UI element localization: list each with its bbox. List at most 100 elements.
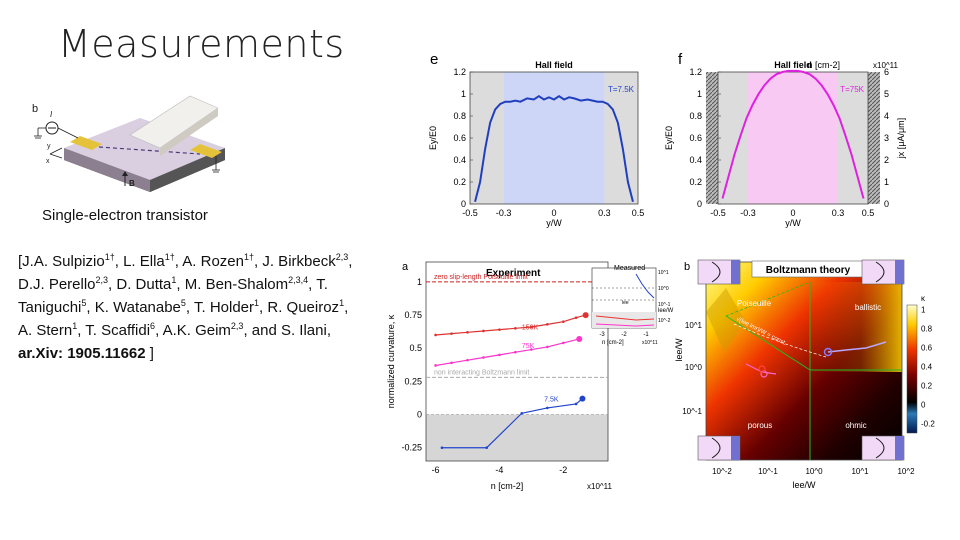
regime-icon-contact: [895, 436, 904, 460]
y-right-tick-label: 6: [884, 67, 889, 77]
edge-region: [718, 72, 748, 204]
x-tick-label: 0.3: [832, 208, 845, 218]
series-line-T=7.5K: [474, 95, 634, 203]
regime-icon-profile: [875, 261, 885, 283]
trajectory-75K: [745, 363, 777, 375]
x-tick-label: 0: [551, 208, 556, 218]
data-point: [579, 395, 586, 402]
data-point: [466, 331, 469, 334]
axis-x-label: x: [46, 158, 50, 165]
y-tick-label: 1: [461, 89, 466, 99]
arxiv-id: ar.Xiv: 1905.11662: [18, 345, 146, 362]
title-box: [751, 260, 865, 278]
regime-icon: [861, 435, 905, 461]
y-tick-label: 0.4: [453, 155, 466, 165]
data-point: [498, 353, 501, 357]
contact-hatch-left: [706, 72, 718, 204]
y-right-tick-label: 0: [884, 199, 889, 209]
y-axis-label: lee/W: [674, 338, 684, 362]
inset-series-75K: [595, 323, 655, 327]
heatmap-poiseuille-band: [706, 288, 746, 352]
axis-y-label: y: [47, 143, 51, 150]
y-tick-label: 0.4: [689, 155, 702, 165]
series-line-150K: [435, 314, 586, 336]
series-label: 75K: [522, 343, 535, 350]
y-right-tick-label: 3: [884, 133, 889, 143]
region-label-porous: porous: [748, 421, 772, 430]
reference-line-label: zero slip-length Poiseuille limit: [434, 274, 528, 281]
chart-title: Experiment: [486, 268, 541, 279]
x-tick-label: 10^2: [897, 467, 915, 476]
regime-icon-profile: [875, 437, 885, 459]
y-tick-label: 0.6: [453, 133, 466, 143]
panel-e: e Hall field T=7.5K 0 0.2 0.4 0.6 0.8 1 1.2 -0.5 -0…: [428, 51, 644, 228]
chart-title: Boltzmann theory: [766, 265, 851, 276]
edge-region: [838, 72, 868, 204]
data-point: [574, 402, 578, 406]
trajectory-marker: [823, 347, 833, 357]
x-tick-label: 10^0: [805, 467, 823, 476]
edge-region: [604, 72, 638, 204]
temperature-annotation: T=75K: [840, 85, 864, 94]
top-axis-label: n [cm-2]: [807, 60, 840, 70]
colorbar: [906, 304, 918, 434]
colorbar-tick: 0.4: [921, 363, 933, 372]
regime-icon: [861, 259, 905, 285]
negative-region: [426, 414, 608, 461]
y-tick-label: 10^-1: [682, 407, 702, 416]
regime-icon: [697, 435, 741, 461]
series-line-7.5K: [441, 398, 583, 449]
y-axis-label: Ey/E0: [664, 126, 674, 150]
y-tick-label: 1.2: [689, 67, 702, 77]
data-point: [530, 325, 533, 329]
heatmap-fill: [706, 262, 902, 460]
x-tick-label: -0.5: [462, 208, 478, 218]
y-tick-label: 0: [417, 410, 422, 420]
y-tick-label: 0.8: [689, 111, 702, 121]
region-label-ohmic: ohmic: [845, 421, 866, 430]
plot-frame: [717, 71, 869, 205]
x-tick-label: 0.3: [598, 208, 611, 218]
colorbar-label: κ: [921, 294, 926, 303]
data-point: [514, 327, 517, 330]
data-point: [450, 361, 453, 365]
colorbar-tick: 0: [921, 401, 926, 410]
data-point: [485, 446, 488, 450]
current-label: I: [50, 110, 53, 119]
data-point: [546, 323, 549, 326]
contact-hatch-right: [868, 72, 880, 204]
data-point: [514, 350, 517, 354]
inset-x-tick: -2: [621, 332, 627, 338]
slide-title: Measurements: [58, 22, 345, 66]
series-label: 150K: [522, 325, 539, 332]
inset-series-7.5K: [635, 273, 655, 299]
panel-b: √(lee lmr)/W = const. Poiseuille ballistic…: [674, 259, 935, 490]
panel-label: f: [678, 51, 683, 68]
panel-f: f Hall field T=75K 0 0.2 0.4 0.6 0.8 1 1.2 -0.5 -0.…: [664, 51, 906, 228]
x-tick-label: -6: [432, 465, 440, 475]
y-tick-label: 0.75: [404, 310, 422, 320]
x-tick-label: 10^-1: [758, 467, 778, 476]
data-point: [520, 411, 524, 415]
y-tick-label: 10^0: [685, 363, 703, 372]
x-tick-label: -4: [495, 465, 503, 475]
inset-shade: [592, 312, 656, 328]
top-axis-exponent: x10^11: [873, 61, 899, 70]
field-label: B: [129, 179, 135, 188]
data-point: [482, 356, 485, 359]
reference-line-label: non interacting Boltzmann limit: [434, 369, 529, 376]
regime-icon-contact: [731, 260, 740, 284]
region-label-ballistic: ballistic: [855, 303, 881, 312]
x-tick-label: -2: [559, 465, 567, 475]
x-axis-label: y/W: [546, 218, 562, 228]
bulk-region: [748, 72, 838, 204]
y-tick-label: 1.2: [453, 67, 466, 77]
plot-frame: [705, 261, 903, 461]
boundary-diagonal: [725, 315, 811, 371]
data-point: [434, 364, 437, 367]
trajectory-marker: [760, 370, 768, 378]
data-point: [546, 345, 549, 349]
temperature-annotation: T=7.5K: [608, 85, 635, 94]
y-right-tick-label: 2: [884, 155, 889, 165]
